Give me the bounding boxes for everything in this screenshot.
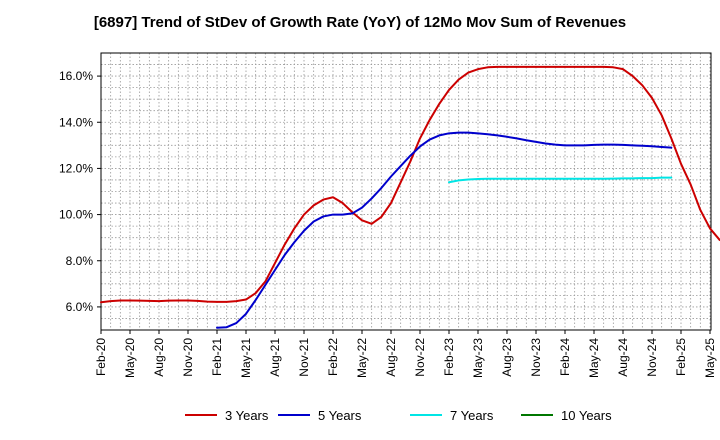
legend-label-5-years: 5 Years <box>318 408 362 423</box>
legend-label-7-years: 7 Years <box>450 408 494 423</box>
x-tick-label: Nov-24 <box>645 338 659 377</box>
x-tick-label: May-22 <box>355 338 369 378</box>
x-tick-label: Aug-24 <box>616 338 630 377</box>
x-tick-label: Feb-23 <box>442 338 456 376</box>
grid-lines <box>101 53 711 330</box>
x-tick-label: May-25 <box>703 338 717 378</box>
x-tick-label: Aug-21 <box>268 338 282 377</box>
y-tick-label: 12.0% <box>59 161 93 175</box>
y-tick-label: 8.0% <box>66 254 94 268</box>
y-tick-label: 6.0% <box>66 300 94 314</box>
x-tick-label: Nov-21 <box>297 338 311 377</box>
legend-label-10-years: 10 Years <box>561 408 612 423</box>
x-tick-label: Aug-22 <box>384 338 398 377</box>
x-tick-label: Nov-20 <box>181 338 195 377</box>
x-tick-label: Aug-20 <box>152 338 166 377</box>
x-tick-label: Feb-22 <box>326 338 340 376</box>
series-group <box>100 65 720 329</box>
x-tick-label: May-24 <box>587 338 601 378</box>
x-tick-label: Nov-22 <box>413 338 427 377</box>
x-tick-label: Feb-20 <box>94 338 108 376</box>
x-tick-label: Aug-23 <box>500 338 514 377</box>
x-tick-label: May-21 <box>239 338 253 378</box>
chart-title: [6897] Trend of StDev of Growth Rate (Yo… <box>93 14 627 31</box>
x-tick-label: May-23 <box>471 338 485 378</box>
series-line-5-years <box>216 131 673 329</box>
legend: 3 Years 5 Years 7 Years 10 Years <box>185 408 612 423</box>
x-tick-label: Nov-23 <box>529 338 543 377</box>
x-tick-label: May-20 <box>123 338 137 378</box>
y-tick-label: 14.0% <box>59 115 93 129</box>
x-tick-label: Feb-25 <box>674 338 688 376</box>
series-line-7-years <box>448 176 673 184</box>
y-tick-label: 10.0% <box>59 208 93 222</box>
x-tick-label: Feb-21 <box>210 338 224 376</box>
x-tick-label: Feb-24 <box>558 338 572 376</box>
y-axis: 6.0% 8.0% 10.0% 12.0% 14.0% 16.0% <box>59 69 101 314</box>
x-axis: Feb-20 May-20 Aug-20 Nov-20 Feb-21 May-21 Aug-… <box>94 330 717 378</box>
y-tick-label: 16.0% <box>59 69 93 83</box>
legend-label-3-years: 3 Years <box>225 408 269 423</box>
plot-frame <box>100 52 712 331</box>
